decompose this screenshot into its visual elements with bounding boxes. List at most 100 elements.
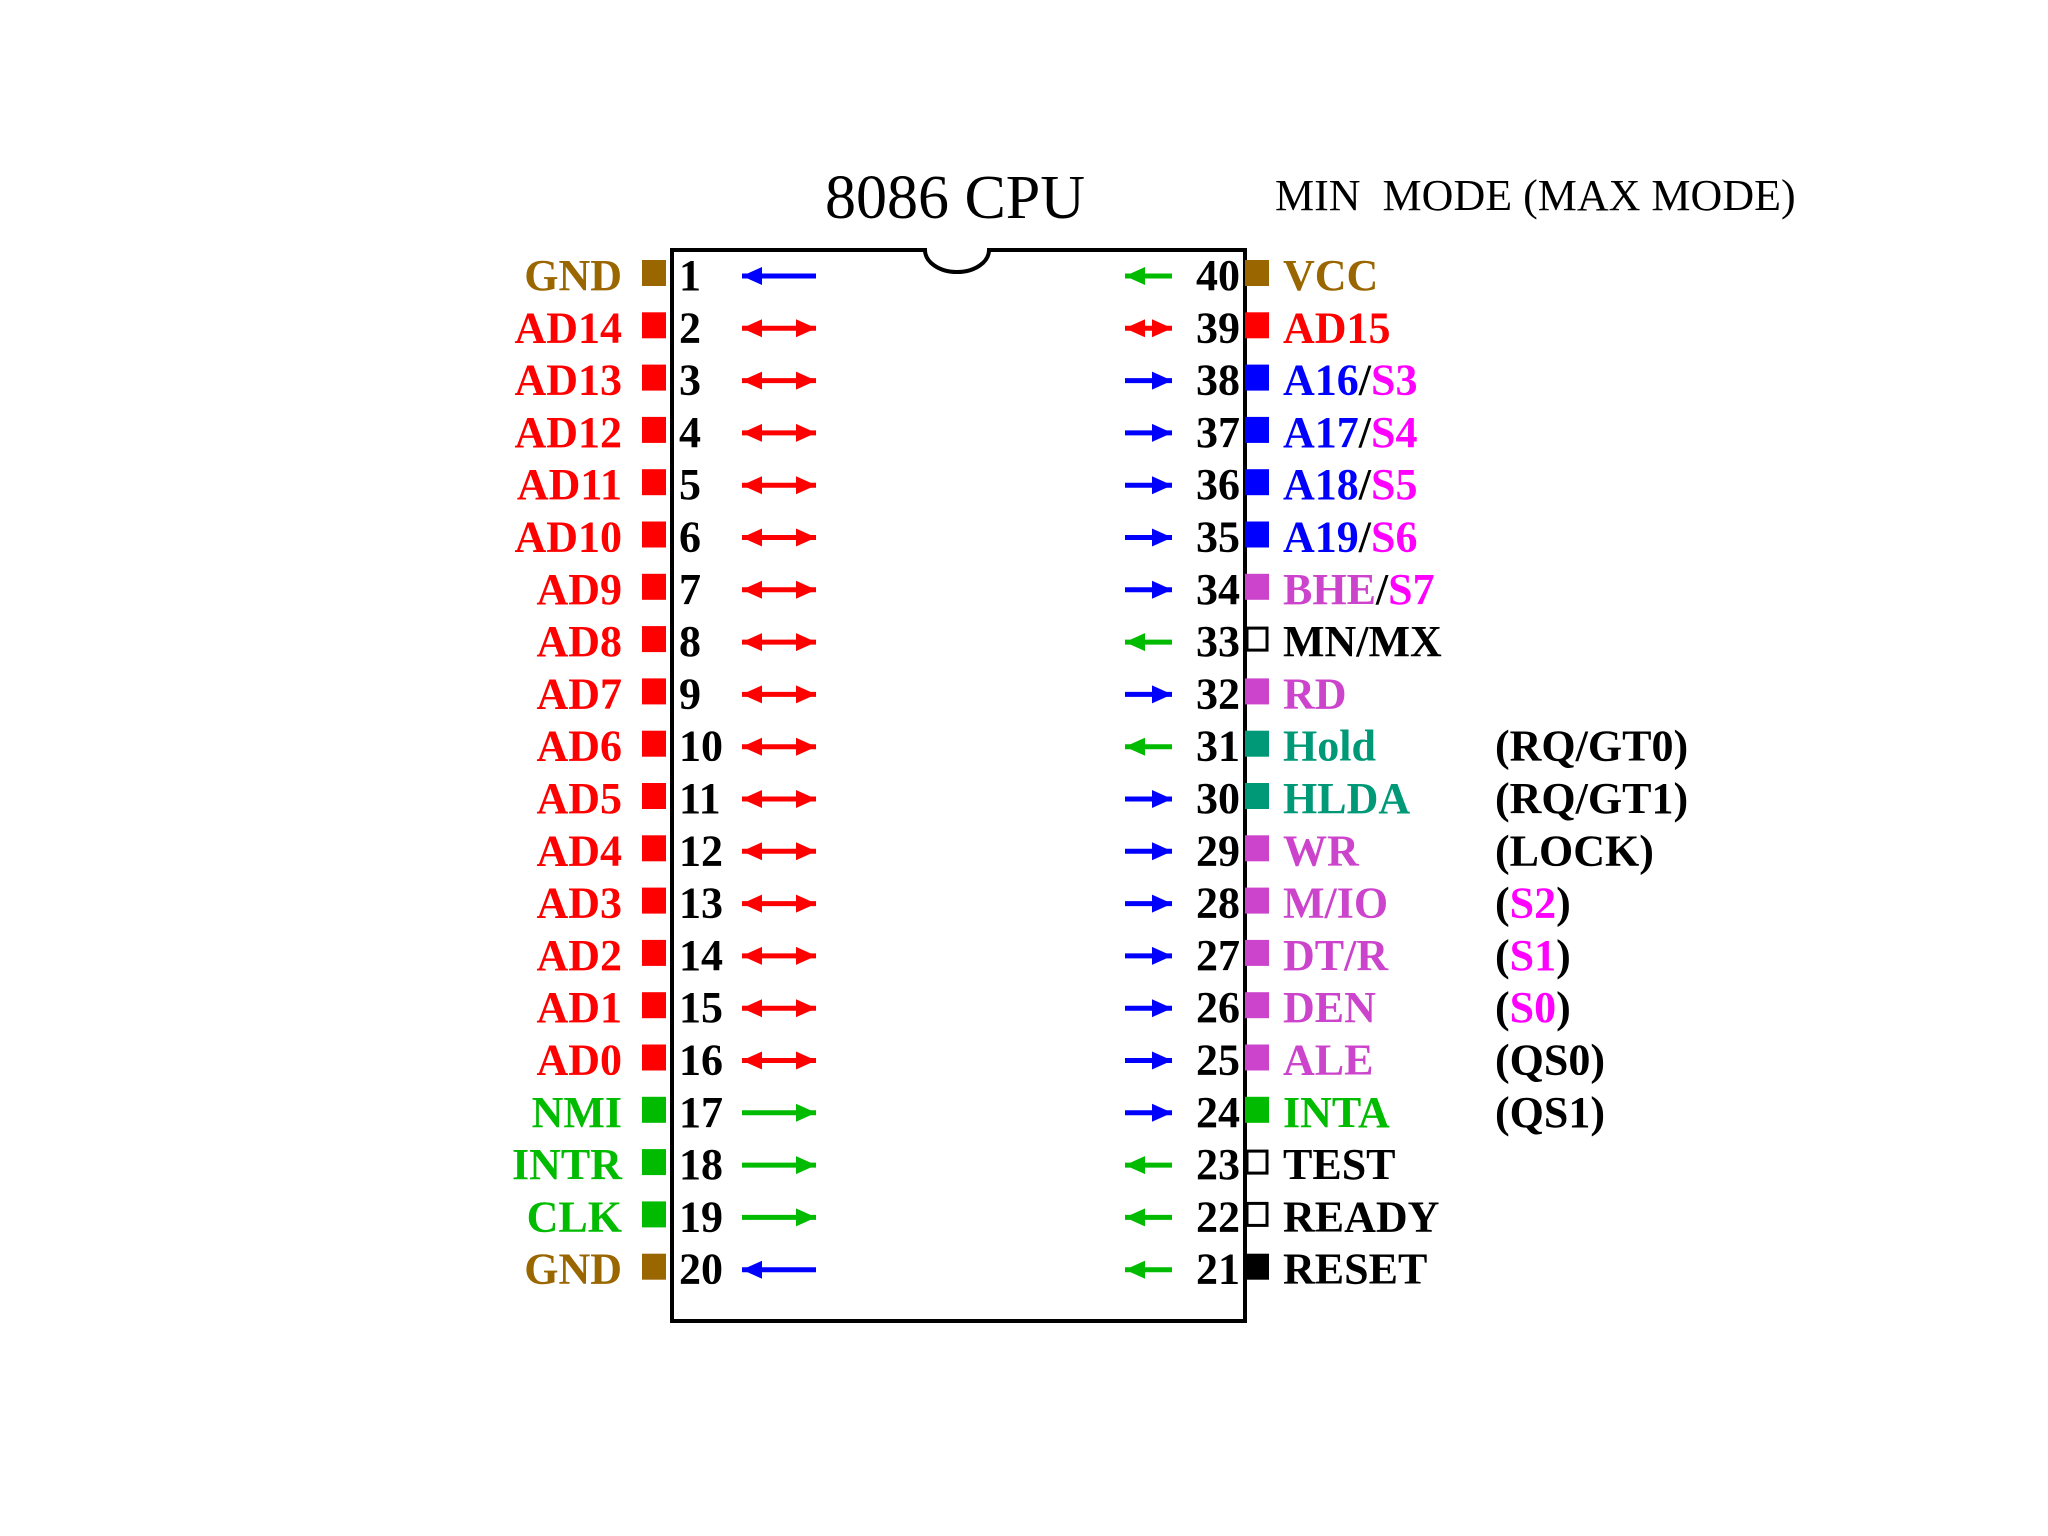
pin-arrow: [742, 842, 816, 861]
pin-arrow: [742, 1208, 816, 1227]
pin-square: [642, 626, 666, 653]
pin-square: [1245, 1253, 1269, 1280]
pin-arrow: [1125, 790, 1172, 808]
pin-number: 33: [1196, 617, 1240, 666]
max-mode-label: (S2): [1495, 879, 1571, 928]
pin-arrow: [742, 894, 816, 913]
pin-arrow: [742, 633, 816, 652]
pin-arrow: [1125, 737, 1172, 756]
pin-label-left: AD1: [536, 983, 622, 1032]
pin-number: 8: [679, 617, 701, 666]
pin-square: [1245, 416, 1269, 443]
pin-square: [642, 783, 666, 809]
pin-label-right: A16/S3: [1283, 356, 1418, 405]
pin-arrow: [742, 1156, 816, 1175]
pin-square: [642, 1149, 666, 1176]
pin-number: 6: [679, 513, 701, 562]
pin-number: 26: [1196, 983, 1240, 1032]
pin-number: 35: [1196, 513, 1240, 562]
pin-square: [1245, 730, 1269, 757]
pin-label-left: AD12: [514, 408, 622, 457]
pin-arrow: [1125, 1208, 1172, 1227]
pin-arrow: [1125, 894, 1172, 913]
pin-number: 10: [679, 722, 723, 771]
pin-square: [642, 521, 666, 548]
pin-arrow: [1125, 1051, 1172, 1070]
pin-arrow: [1125, 528, 1172, 547]
pin-square: [1245, 521, 1269, 548]
pin-arrow: [1125, 1156, 1172, 1175]
pin-arrow: [742, 685, 816, 704]
pin-label-right: RD: [1283, 669, 1347, 718]
pin-number: 20: [679, 1245, 723, 1294]
pin-number: 22: [1196, 1192, 1240, 1241]
pin-square: [1245, 312, 1269, 339]
pin-label-left: AD14: [514, 303, 622, 352]
pin-label-right: A19/S6: [1283, 513, 1418, 562]
pin-label-right: AD15: [1283, 303, 1391, 352]
max-mode-label: (RQ/GT1): [1495, 774, 1688, 823]
pin-label-left: CLK: [527, 1192, 622, 1241]
pin-label-left: AD5: [536, 774, 622, 823]
pin-arrow: [1125, 371, 1172, 390]
pin-number: 17: [679, 1088, 723, 1137]
pin-square: [642, 312, 666, 339]
pin-number: 15: [679, 983, 723, 1032]
pin-square: [1245, 992, 1269, 1019]
pin-label-right: WR: [1283, 826, 1360, 875]
pin-label-right: A18/S5: [1283, 460, 1418, 509]
pin-arrow: [1125, 842, 1172, 861]
pin-number: 30: [1196, 774, 1240, 823]
pin-number: 29: [1196, 826, 1240, 875]
pin-square: [1245, 835, 1269, 862]
pin-square: [1245, 573, 1269, 600]
pin-square: [642, 730, 666, 757]
pin-label-left: AD4: [536, 826, 622, 875]
pin-label-right: ALE: [1283, 1036, 1373, 1085]
pin-square: [642, 887, 666, 914]
max-mode-label: (QS0): [1495, 1036, 1605, 1085]
pin-number: 2: [679, 303, 701, 352]
pin-square: [642, 416, 666, 443]
pin-arrow: [1125, 580, 1172, 599]
pin-number: 21: [1196, 1245, 1240, 1294]
pin-label-right: M/IO: [1283, 879, 1388, 928]
pin-label-right: RESET: [1283, 1245, 1427, 1294]
pin-square: [1245, 1044, 1269, 1071]
pin-square: [642, 364, 666, 391]
pin-square: [1245, 469, 1269, 496]
pin-arrow: [1125, 267, 1172, 285]
pin-label-left: AD8: [536, 617, 622, 666]
pin-number: 18: [679, 1140, 723, 1189]
pin-label-right: A17/S4: [1283, 408, 1418, 457]
pin-label-right: TEST: [1283, 1140, 1396, 1189]
pin-arrow: [742, 1051, 816, 1070]
pin-number: 24: [1196, 1088, 1240, 1137]
pin-arrow: [1125, 319, 1172, 338]
pin-arrow: [1125, 476, 1172, 495]
pin-arrow: [1125, 946, 1172, 965]
pin-number: 34: [1196, 565, 1240, 614]
pin-square: [642, 1096, 666, 1123]
pin-square: [642, 573, 666, 600]
pin-number: 37: [1196, 408, 1240, 457]
pin-arrow: [1125, 1103, 1172, 1122]
pin-arrow: [1125, 685, 1172, 704]
pin-square: [642, 678, 666, 705]
pin-label-left: AD9: [536, 565, 622, 614]
pin-number: 28: [1196, 879, 1240, 928]
pin-arrow: [742, 946, 816, 965]
pin-number: 19: [679, 1192, 723, 1241]
chip-body: [670, 248, 1247, 1323]
pin-label-right: MN/MX: [1283, 617, 1442, 666]
pin-square: [1245, 626, 1269, 652]
pin-square: [1245, 678, 1269, 705]
pin-label-left: GND: [524, 1245, 622, 1294]
pin-number: 16: [679, 1036, 723, 1085]
pin-square: [1245, 783, 1269, 809]
pin-number: 4: [679, 408, 701, 457]
pin-number: 39: [1196, 303, 1240, 352]
pin-arrow: [742, 267, 816, 285]
pin-square: [1245, 260, 1269, 286]
